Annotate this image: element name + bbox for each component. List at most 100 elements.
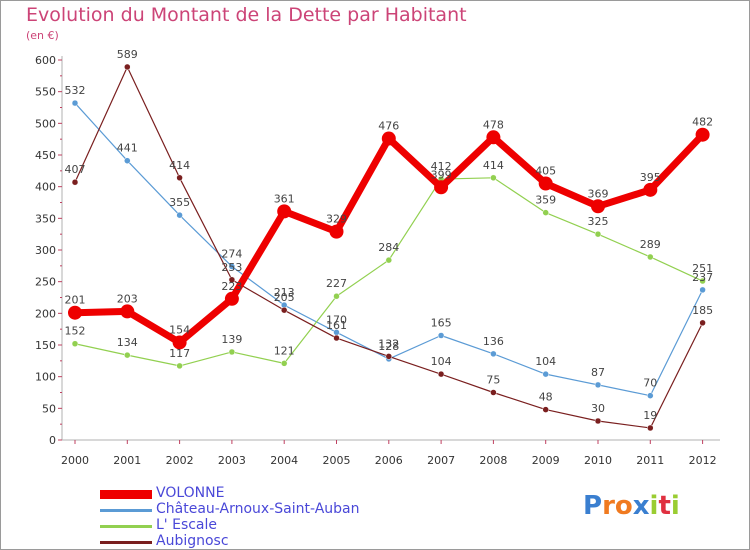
data-label: 213: [274, 286, 295, 299]
data-point: [176, 362, 183, 370]
data-label: 476: [378, 120, 399, 133]
data-point: [542, 370, 549, 378]
x-tick-label: 2003: [218, 454, 246, 467]
data-point: [542, 209, 549, 216]
data-label: 414: [483, 159, 504, 172]
data-label: 136: [483, 335, 504, 348]
x-tick-label: 2005: [323, 454, 351, 467]
data-label: 325: [588, 215, 609, 228]
legend-swatch-escale: [100, 525, 152, 528]
data-label: 532: [65, 84, 86, 97]
data-label: 414: [169, 159, 190, 172]
y-tick-label: 300: [35, 244, 56, 257]
data-point: [437, 370, 445, 378]
data-label: 128: [378, 340, 399, 353]
data-label: 205: [274, 291, 295, 304]
data-point: [594, 230, 602, 238]
data-label: 104: [431, 355, 452, 368]
y-tick-label: 550: [35, 86, 56, 99]
data-point: [486, 130, 501, 145]
data-point: [71, 99, 79, 107]
data-point: [277, 204, 292, 219]
data-label: 405: [535, 165, 556, 178]
logo-letter: x: [632, 491, 650, 521]
data-label: 407: [65, 163, 86, 176]
data-label: 369: [588, 187, 609, 200]
x-tick-label: 2009: [532, 454, 560, 467]
x-tick-label: 2010: [584, 454, 612, 467]
legend-item-chateau-arnoux: Château-Arnoux-Saint-Auban: [100, 501, 400, 518]
data-label: 170: [326, 313, 347, 326]
logo-letter: o: [614, 491, 633, 521]
legend-label-escale: L' Escale: [156, 517, 218, 533]
data-label: 185: [692, 304, 713, 317]
data-label: 70: [643, 377, 657, 390]
x-tick-label: 2006: [375, 454, 403, 467]
data-label: 589: [117, 48, 138, 61]
data-point: [329, 224, 344, 239]
x-tick-label: 2002: [166, 454, 194, 467]
data-label: 227: [326, 277, 347, 290]
y-tick-label: 250: [35, 276, 56, 289]
x-tick-label: 2007: [427, 454, 455, 467]
logo-letter: P: [583, 491, 603, 521]
data-label: 152: [65, 325, 86, 338]
data-point: [434, 180, 449, 195]
data-point: [699, 286, 706, 294]
y-tick-label: 450: [35, 149, 56, 162]
chart-subtitle: (en €): [26, 29, 59, 42]
data-point: [490, 174, 497, 182]
logo-letter: i: [670, 491, 680, 521]
data-label: 284: [378, 241, 399, 254]
data-point: [124, 157, 131, 164]
data-point: [172, 335, 187, 350]
data-label: 361: [274, 192, 295, 205]
y-tick-label: 150: [35, 339, 56, 352]
data-point: [699, 277, 706, 285]
chart-title: Evolution du Montant de la Dette par Hab…: [26, 4, 467, 26]
data-point: [538, 176, 553, 191]
data-point: [594, 417, 602, 425]
y-tick-label: 350: [35, 212, 56, 225]
data-point: [385, 353, 393, 360]
data-point: [68, 305, 82, 320]
legend-swatch-volonne: [100, 490, 152, 499]
data-point: [594, 381, 602, 389]
legend-item-volonne: VOLONNE: [100, 485, 400, 502]
data-label: 117: [169, 347, 190, 360]
x-tick-label: 2000: [61, 454, 89, 467]
x-tick-label: 2011: [636, 454, 664, 467]
y-tick-label: 50: [42, 402, 56, 415]
data-point: [71, 340, 79, 347]
data-label: 395: [640, 171, 661, 184]
data-point: [437, 332, 445, 339]
data-label: 274: [221, 247, 242, 260]
data-point: [333, 334, 340, 342]
data-label: 237: [692, 271, 713, 284]
y-tick-label: 400: [35, 181, 56, 194]
legend-swatch-aubignosc: [100, 541, 152, 544]
x-tick-label: 2008: [479, 454, 507, 467]
logo-letter: t: [658, 491, 671, 521]
data-point: [591, 199, 605, 214]
data-label: 289: [640, 238, 661, 251]
data-label: 165: [431, 317, 452, 330]
data-label: 412: [431, 160, 452, 173]
y-tick-label: 0: [49, 434, 56, 447]
data-label: 253: [221, 261, 242, 274]
data-label: 329: [326, 213, 347, 226]
legend-label-volonne: VOLONNE: [156, 485, 225, 501]
data-label: 478: [483, 118, 504, 131]
x-tick-label: 2004: [270, 454, 298, 467]
legend-label-chateau-arnoux: Château-Arnoux-Saint-Auban: [156, 501, 360, 517]
data-label: 30: [591, 402, 605, 415]
data-point: [542, 406, 549, 413]
y-tick-label: 100: [35, 371, 56, 384]
data-point: [124, 351, 131, 359]
data-label: 223: [221, 280, 242, 293]
data-label: 134: [117, 336, 138, 349]
y-tick-label: 200: [35, 307, 56, 320]
data-label: 355: [169, 196, 190, 209]
data-point: [695, 127, 710, 142]
